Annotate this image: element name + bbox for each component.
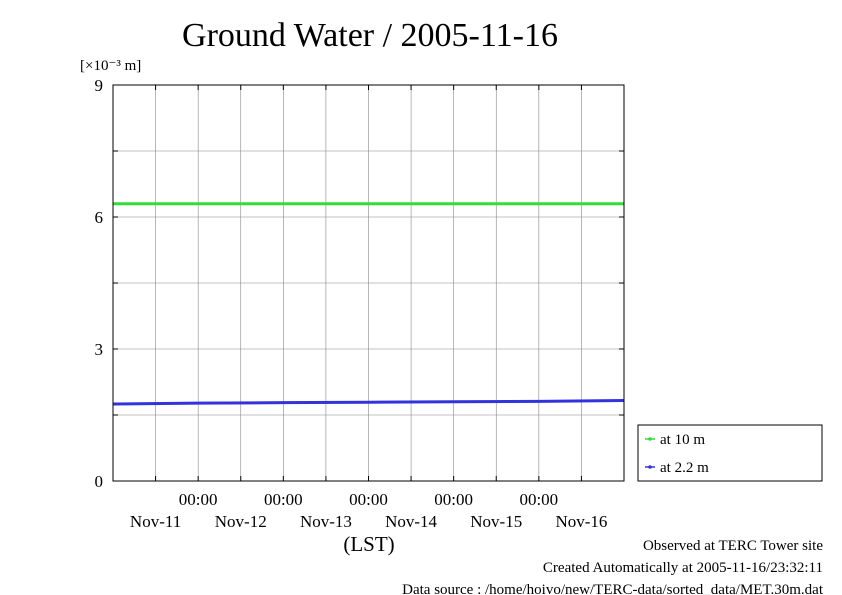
- footer-observed: Observed at TERC Tower site: [643, 538, 823, 554]
- y-tick-label: 0: [95, 472, 104, 491]
- footer-source: Data source : /home/hoivo/new/TERC-data/…: [402, 582, 824, 595]
- x-tick-date-label: Nov-12: [215, 512, 267, 531]
- chart-title: Ground Water / 2005-11-16: [182, 17, 558, 54]
- legend: at 10 m at 2.2 m: [637, 424, 823, 482]
- y-axis-unit-label: [×10⁻³ m]: [80, 58, 141, 74]
- series-lines: [112, 202, 625, 406]
- x-tick-date-label: Nov-16: [555, 512, 607, 531]
- legend-marker-2: [648, 465, 652, 469]
- x-tick-time-label: 00:00: [179, 490, 218, 509]
- x-tick-date-label: Nov-13: [300, 512, 352, 531]
- legend-label-1: at 10 m: [660, 432, 705, 448]
- x-tick-date-label: Nov-11: [130, 512, 181, 531]
- y-tick-label: 6: [95, 208, 104, 227]
- x-tick-date-label: Nov-15: [470, 512, 522, 531]
- grid: [113, 85, 624, 481]
- x-tick-labels: 00:00 Nov-11 00:00 Nov-12 00:00 Nov-13 00:00 No…: [130, 490, 607, 531]
- axis-ticks: [113, 85, 624, 481]
- legend-box: [637, 424, 823, 482]
- footer-created: Created Automatically at 2005-11-16/23:3…: [543, 560, 823, 576]
- x-tick-date-label: Nov-14: [385, 512, 437, 531]
- y-tick-labels: 0 3 6 9: [95, 76, 104, 491]
- x-axis-label: (LST): [343, 532, 394, 556]
- series-line-2: [112, 398, 625, 406]
- x-tick-time-label: 00:00: [519, 490, 558, 509]
- x-tick-time-label: 00:00: [434, 490, 473, 509]
- y-tick-label: 9: [95, 76, 104, 95]
- legend-label-2: at 2.2 m: [660, 460, 709, 476]
- legend-marker-1: [648, 437, 652, 441]
- x-tick-time-label: 00:00: [264, 490, 303, 509]
- y-tick-label: 3: [95, 340, 104, 359]
- x-tick-time-label: 00:00: [349, 490, 388, 509]
